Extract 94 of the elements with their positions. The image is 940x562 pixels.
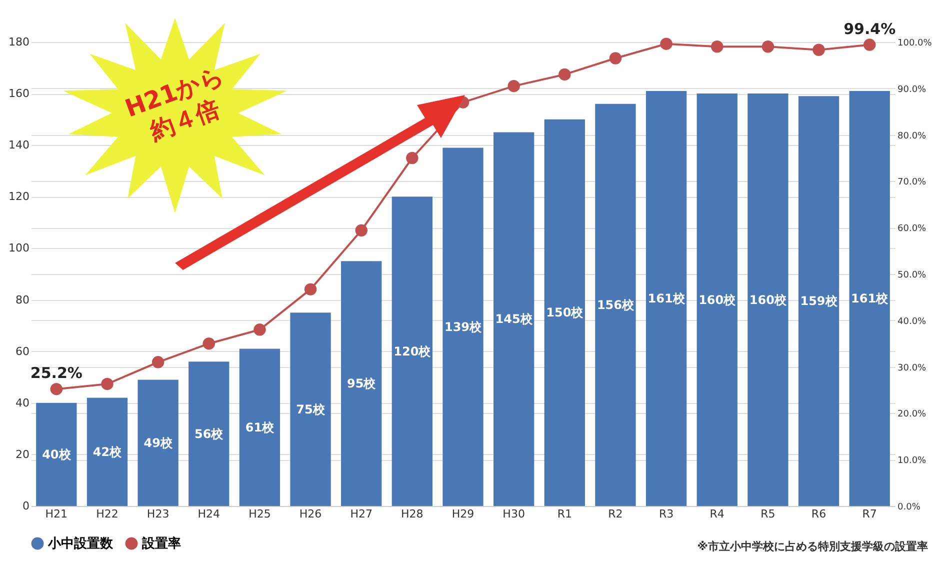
data-label: 61校 xyxy=(245,420,276,434)
y2-tick-label: 80.0% xyxy=(898,131,927,142)
data-label: 160校 xyxy=(749,292,788,307)
point xyxy=(202,337,216,350)
x-tick-label: R3 xyxy=(658,508,674,520)
y-tick-label: 100 xyxy=(8,242,30,255)
y2-tick-label: 20.0% xyxy=(898,410,927,420)
data-label: 120校 xyxy=(394,344,432,358)
data-label: 159校 xyxy=(800,294,838,308)
data-label: 160校 xyxy=(698,292,737,307)
point xyxy=(558,68,571,81)
y-tick-label: 180 xyxy=(8,36,30,48)
point xyxy=(762,40,774,53)
data-label: 56校 xyxy=(194,426,224,441)
bar xyxy=(341,261,382,506)
x-tick-label: H24 xyxy=(198,508,220,520)
y2-tick-label: 30.0% xyxy=(898,363,927,374)
x-tick-label: R2 xyxy=(608,508,623,520)
x-tick-label: H21 xyxy=(45,508,68,520)
bar xyxy=(392,196,433,506)
legend-label: 小中設置数 xyxy=(47,536,114,552)
bar xyxy=(595,104,636,506)
data-label: 161校 xyxy=(648,291,686,306)
y2-tick-label: 50.0% xyxy=(898,270,927,280)
bar xyxy=(239,348,280,506)
y-tick-label: 0 xyxy=(22,500,30,512)
data-label: 42校 xyxy=(92,444,123,459)
point xyxy=(660,38,672,50)
data-label: 75校 xyxy=(296,402,326,416)
y-tick-label: 120 xyxy=(8,190,30,204)
point xyxy=(101,378,114,390)
bar xyxy=(696,94,738,506)
data-label: 161校 xyxy=(851,291,890,306)
x-tick-label: R7 xyxy=(862,508,877,520)
bar xyxy=(138,380,178,506)
y2-tick-label: 0.0% xyxy=(898,502,921,512)
y-tick-label: 60 xyxy=(16,344,30,358)
x-tick-label: H29 xyxy=(452,508,474,520)
point xyxy=(152,356,164,368)
point xyxy=(508,80,520,92)
bar xyxy=(748,94,788,506)
data-label: 49校 xyxy=(144,436,174,450)
point xyxy=(710,40,724,53)
point xyxy=(254,324,266,336)
point xyxy=(863,38,876,51)
bar xyxy=(798,96,840,506)
y2-tick-label: 40.0% xyxy=(898,316,927,327)
annotation: H21から約４倍 xyxy=(120,60,230,148)
bar xyxy=(290,312,331,506)
point xyxy=(609,52,622,64)
y2-tick-label: 70.0% xyxy=(898,178,927,188)
text: ※市立小中学校に占める特別支援学級の設置率 xyxy=(697,539,928,554)
data-label: 156校 xyxy=(596,298,635,312)
y-tick-label: 160 xyxy=(8,87,30,100)
x-tick-label: R4 xyxy=(710,508,724,520)
point xyxy=(355,224,368,236)
y-tick-label: 20 xyxy=(16,448,30,461)
bar xyxy=(544,119,585,506)
point xyxy=(406,152,418,164)
data-label: 139校 xyxy=(444,320,483,334)
x-tick-label: H30 xyxy=(502,508,525,520)
point xyxy=(304,283,317,296)
data-label: 25.2% xyxy=(30,364,82,382)
data-label: 99.4% xyxy=(844,20,896,38)
x-tick-label: H26 xyxy=(299,508,322,520)
y-tick-label: 80 xyxy=(16,293,30,306)
x-tick-label: R1 xyxy=(557,508,572,520)
legend-label: 設置率 xyxy=(141,536,181,552)
point xyxy=(812,44,825,56)
bar xyxy=(188,362,230,506)
point xyxy=(50,382,63,396)
data-label: 150校 xyxy=(546,306,584,320)
bar xyxy=(646,90,687,506)
y2-tick-label: 100.0% xyxy=(898,38,932,48)
y-tick-label: 40 xyxy=(16,396,30,410)
x-tick-label: H22 xyxy=(96,508,118,520)
x-tick-label: R6 xyxy=(811,508,826,520)
x-tick-label: H28 xyxy=(401,508,424,520)
data-label: 40校 xyxy=(42,447,72,462)
y2-tick-label: 10.0% xyxy=(898,456,927,466)
bar xyxy=(849,90,890,506)
y-tick-label: 140 xyxy=(8,138,30,152)
bar xyxy=(442,148,484,506)
x-tick-label: H27 xyxy=(350,508,372,520)
x-tick-label: H23 xyxy=(146,508,170,520)
y2-tick-label: 90.0% xyxy=(898,84,927,95)
data-label: 95校 xyxy=(347,376,377,391)
y2-tick-label: 60.0% xyxy=(898,224,927,234)
x-tick-label: H25 xyxy=(248,508,271,520)
x-tick-label: R5 xyxy=(760,508,776,520)
bar xyxy=(86,398,128,506)
bar xyxy=(36,402,77,506)
bar xyxy=(493,132,534,506)
data-label: 145校 xyxy=(495,312,534,326)
